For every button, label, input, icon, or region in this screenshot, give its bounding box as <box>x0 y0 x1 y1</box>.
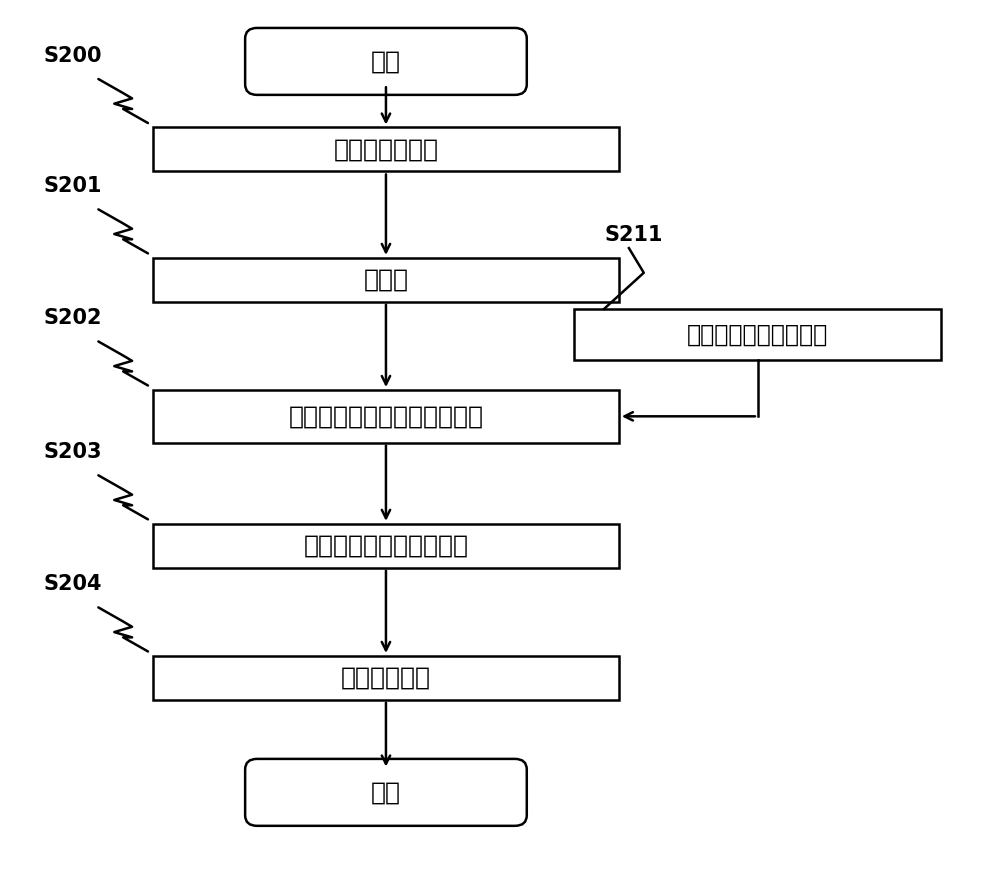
Text: S204: S204 <box>44 574 102 594</box>
Bar <box>153 390 619 443</box>
Text: S203: S203 <box>44 442 102 462</box>
Bar <box>153 127 619 172</box>
Text: S211: S211 <box>604 225 663 244</box>
Text: 结束: 结束 <box>371 781 401 805</box>
Text: 用传感器进行位移测量: 用传感器进行位移测量 <box>687 323 828 347</box>
Text: 开始: 开始 <box>371 50 401 74</box>
Text: 摄像条件的设定: 摄像条件的设定 <box>333 138 438 162</box>
Bar <box>153 656 619 700</box>
Bar <box>574 308 941 360</box>
Text: 执行正式摄像: 执行正式摄像 <box>341 666 431 690</box>
Text: 反映在正式摄像层面位置: 反映在正式摄像层面位置 <box>303 533 468 557</box>
Bar <box>153 258 619 302</box>
Text: S202: S202 <box>44 308 102 328</box>
Text: S200: S200 <box>44 46 102 66</box>
FancyBboxPatch shape <box>245 28 527 95</box>
Text: 预扫描: 预扫描 <box>363 268 408 292</box>
Text: 从表算出摄像层面位置校正量: 从表算出摄像层面位置校正量 <box>288 404 483 428</box>
Text: S201: S201 <box>44 176 102 196</box>
FancyBboxPatch shape <box>245 759 527 826</box>
Bar <box>153 524 619 568</box>
